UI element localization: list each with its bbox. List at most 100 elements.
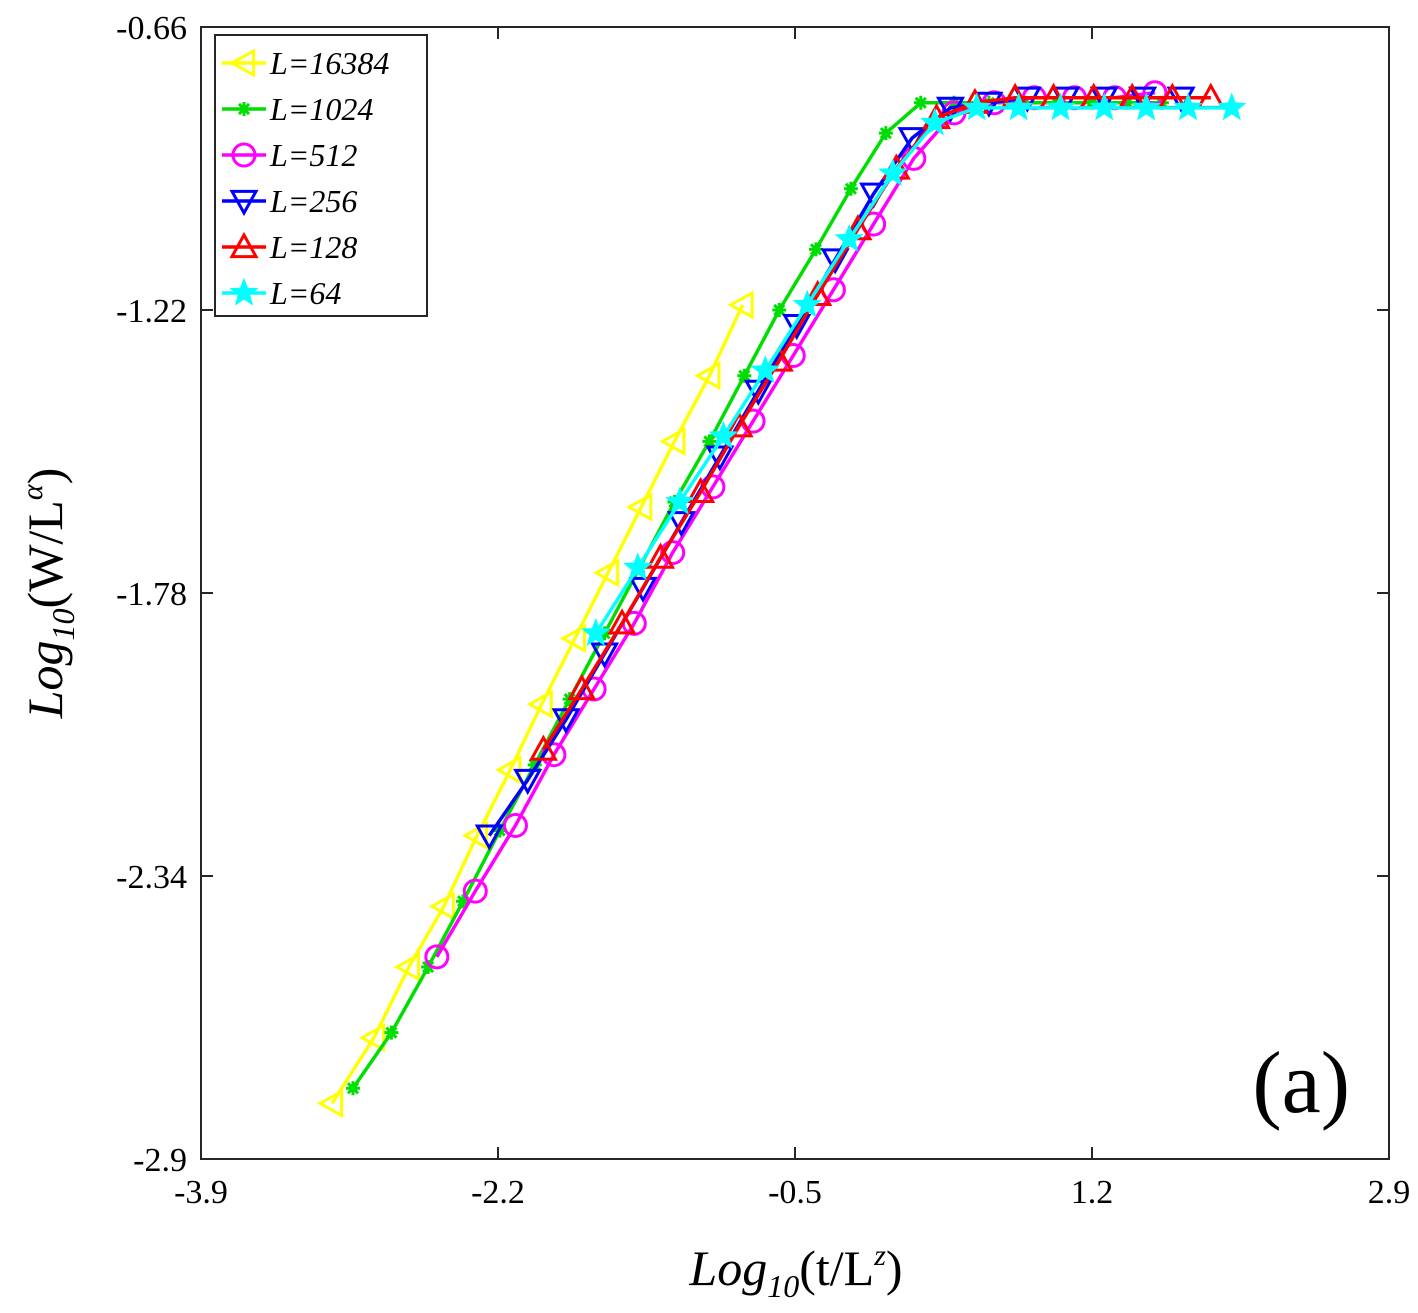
data-point	[1045, 92, 1076, 121]
data-point	[384, 1025, 399, 1040]
data-point	[421, 959, 436, 974]
y-tick-label: -1.22	[116, 293, 187, 330]
legend-label: L=512	[269, 137, 357, 173]
data-point	[228, 48, 256, 78]
data-point	[665, 486, 695, 515]
series-line	[594, 106, 1232, 635]
y-tick-label: -2.34	[116, 859, 187, 896]
data-point	[913, 95, 928, 110]
data-point	[834, 223, 864, 252]
x-tick-label: 1.2	[1071, 1174, 1114, 1211]
axis-ticks: -3.9 -2.2 -0.5 1.2 2.9 -2.9 -2.34 -1.78 -1.22 -0.…	[116, 10, 1410, 1211]
data-point	[1085, 95, 1099, 110]
data-point	[513, 768, 543, 796]
data-point	[474, 824, 504, 851]
data-point	[626, 492, 653, 522]
data-point	[527, 757, 542, 772]
data-point	[792, 289, 822, 318]
data-point	[920, 107, 950, 136]
data-point	[1217, 92, 1247, 121]
data-point	[1003, 92, 1034, 121]
data-point	[702, 434, 717, 449]
data-point	[316, 1088, 344, 1118]
data-point	[358, 1023, 386, 1053]
data-point	[424, 944, 450, 970]
data-point	[724, 411, 754, 438]
data-point	[581, 618, 611, 646]
y-axis-title: Log10(W/Lα)	[16, 468, 81, 720]
data-point	[623, 552, 653, 581]
data-point	[750, 355, 780, 384]
data-point	[694, 361, 721, 391]
data-point	[590, 642, 620, 669]
data-point	[345, 1081, 360, 1096]
data-point	[607, 608, 637, 635]
y-tick-label: -0.66	[116, 10, 187, 47]
data-point	[559, 623, 586, 654]
legend-entries: L=16384 L=1024 L=512 L=256 L=128 L=64	[222, 45, 389, 311]
data-point	[461, 821, 489, 851]
legend-label: L=128	[269, 229, 357, 265]
data-point	[456, 894, 471, 909]
data-point	[686, 476, 716, 504]
legend-entry: L=1024	[222, 91, 373, 127]
legend-entry: L=256	[222, 183, 357, 219]
data-point	[1089, 92, 1119, 121]
data-point	[628, 576, 658, 604]
legend-label: L=64	[269, 275, 341, 311]
data-point	[1119, 95, 1134, 110]
data-point	[237, 102, 251, 116]
x-axis-title: Log10(t/Lz)	[688, 1239, 902, 1304]
data-point	[592, 558, 620, 588]
legend-label: L=1024	[269, 91, 373, 127]
legend-entry: L=16384	[222, 45, 389, 81]
data-series-layer	[316, 80, 1247, 1118]
data-point	[727, 290, 754, 320]
series-line	[330, 304, 745, 1105]
data-point	[705, 445, 735, 472]
data-point	[782, 314, 812, 341]
legend-entry: L=512	[222, 137, 357, 173]
x-tick-label: 2.9	[1368, 1174, 1411, 1211]
data-point	[878, 158, 908, 187]
legend-entry: L=64	[222, 275, 341, 311]
data-point	[1131, 92, 1161, 121]
legend-entry: L=128	[222, 229, 357, 265]
data-point	[229, 231, 259, 259]
data-point	[462, 878, 488, 904]
data-point	[666, 511, 696, 538]
legend-label: L=16384	[269, 45, 389, 81]
data-point	[645, 542, 676, 569]
legend: L=16384 L=1024 L=512 L=256 L=128 L=64	[214, 34, 428, 317]
y-tick-label: -2.9	[133, 1142, 187, 1179]
series-l-64	[581, 92, 1247, 646]
y-tick-label: -1.78	[116, 576, 187, 613]
data-point	[962, 92, 992, 121]
panel-label: (a)	[1252, 1035, 1350, 1132]
data-point	[820, 248, 850, 275]
data-point	[878, 126, 893, 141]
x-tick-label: -0.5	[768, 1174, 822, 1211]
legend-box	[214, 34, 428, 317]
data-point	[567, 673, 597, 701]
data-point	[526, 689, 553, 719]
data-point	[772, 303, 787, 317]
data-point	[502, 812, 528, 838]
data-point	[808, 242, 823, 257]
data-point	[843, 181, 858, 196]
data-point	[708, 420, 739, 449]
series-l-16384	[316, 290, 754, 1118]
data-point	[659, 426, 686, 456]
data-point	[803, 279, 833, 306]
x-tick-label: -3.9	[174, 1174, 228, 1211]
data-point	[528, 734, 558, 761]
data-point	[393, 952, 420, 982]
data-point	[229, 189, 259, 217]
data-point	[428, 891, 455, 921]
x-tick-label: -2.2	[471, 1174, 525, 1211]
data-point	[229, 277, 259, 306]
legend-label: L=256	[269, 183, 357, 219]
data-point	[231, 142, 257, 168]
data-point	[737, 368, 752, 383]
